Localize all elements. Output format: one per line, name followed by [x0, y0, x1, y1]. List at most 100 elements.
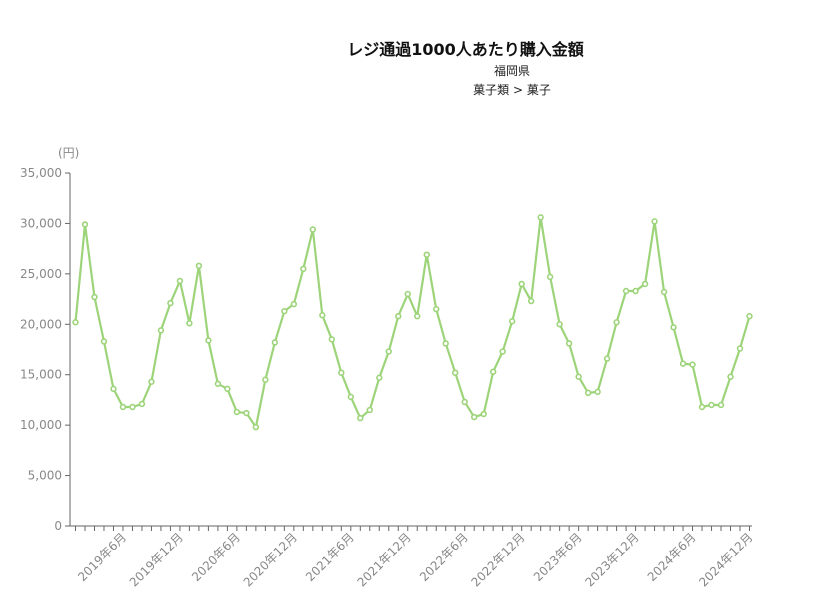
data-point [670, 324, 677, 331]
data-point [319, 312, 326, 319]
data-point [594, 388, 601, 396]
x-tick-label: 2022年6月 [417, 530, 471, 584]
y-tick-label: 20,000 [20, 317, 62, 331]
data-point [546, 273, 554, 281]
data-point [205, 337, 212, 344]
data-point [414, 313, 421, 320]
data-point [262, 376, 269, 383]
x-tick-label: 2024年12月 [696, 530, 755, 589]
data-point [300, 265, 307, 273]
data-point [727, 373, 734, 380]
data-point [252, 423, 260, 431]
data-point [632, 287, 639, 295]
chart-category: 菓子類 > 菓子 [473, 83, 551, 97]
data-point [433, 305, 440, 313]
data-point [452, 369, 459, 376]
data-point [746, 313, 753, 320]
data-point [119, 403, 127, 411]
data-point [679, 360, 687, 367]
data-point [423, 251, 430, 258]
data-point [575, 373, 582, 380]
x-tick-label: 2022年12月 [469, 530, 528, 589]
data-point [129, 403, 136, 411]
series-points [72, 214, 753, 431]
data-point [689, 361, 696, 368]
data-point [338, 369, 345, 376]
data-point [233, 408, 241, 416]
data-point [508, 318, 516, 325]
data-point [195, 262, 203, 269]
data-point [224, 385, 231, 393]
data-point [148, 378, 155, 385]
data-point [527, 297, 535, 305]
data-point [603, 355, 611, 362]
y-tick-label: 35,000 [20, 166, 62, 180]
data-point [395, 313, 402, 320]
chart-axes [69, 173, 752, 527]
x-tick-label: 2020年6月 [189, 530, 243, 584]
data-point [613, 319, 620, 326]
chart-subtitle: 福岡県 [493, 64, 530, 78]
data-point [347, 393, 354, 401]
data-point [328, 336, 336, 343]
data-point [290, 300, 298, 308]
data-point [214, 380, 222, 387]
y-tick-label: 0 [54, 519, 62, 533]
x-tick-label: 2023年12月 [582, 530, 641, 589]
data-point [556, 321, 563, 328]
data-point [518, 280, 525, 288]
y-tick-label: 30,000 [20, 216, 62, 230]
data-point [167, 299, 174, 307]
data-point [366, 406, 373, 414]
y-axis-ticks: 0 5,000 10,000 15,000 20,000 25,000 30,000 35,0… [20, 166, 70, 533]
data-point [461, 398, 468, 406]
data-point [110, 385, 117, 393]
data-point [499, 348, 506, 355]
data-point [717, 401, 725, 409]
data-point [708, 401, 715, 409]
x-tick-label: 2023年6月 [531, 530, 585, 584]
data-point [480, 410, 487, 418]
data-point [698, 403, 706, 411]
y-tick-label: 5,000 [28, 469, 62, 483]
y-axis-unit: (円) [58, 146, 79, 160]
data-point [91, 293, 98, 301]
data-point [243, 409, 250, 417]
data-point [357, 414, 364, 422]
data-point [176, 277, 184, 285]
data-point [489, 368, 497, 375]
y-tick-label: 25,000 [20, 267, 62, 281]
data-point [641, 280, 649, 288]
x-tick-label: 2021年12月 [355, 530, 414, 589]
data-point [660, 288, 668, 296]
data-point [651, 218, 658, 225]
x-tick-label: 2019年12月 [127, 530, 186, 589]
series-line [74, 216, 751, 429]
data-point [157, 327, 165, 334]
data-point [537, 214, 544, 221]
data-point [404, 290, 411, 298]
data-point [271, 339, 279, 346]
data-point [186, 320, 193, 327]
data-point [309, 226, 317, 233]
data-point [622, 287, 630, 295]
data-point [385, 348, 392, 355]
y-tick-label: 15,000 [20, 368, 62, 382]
chart-title: レジ通過1000人あたり購入金額 [347, 40, 584, 59]
data-point [442, 340, 449, 347]
data-point [100, 338, 108, 345]
data-point [471, 413, 478, 421]
x-tick-label: 2019年6月 [75, 530, 129, 584]
x-tick-label: 2020年12月 [241, 530, 300, 589]
data-point [736, 345, 744, 352]
data-point [565, 340, 573, 347]
data-point [138, 400, 146, 408]
y-tick-label: 10,000 [20, 418, 62, 432]
data-point [376, 374, 383, 381]
x-tick-label: 2024年6月 [645, 530, 699, 584]
data-point [72, 319, 79, 326]
data-point [584, 389, 592, 397]
data-point [281, 307, 288, 315]
